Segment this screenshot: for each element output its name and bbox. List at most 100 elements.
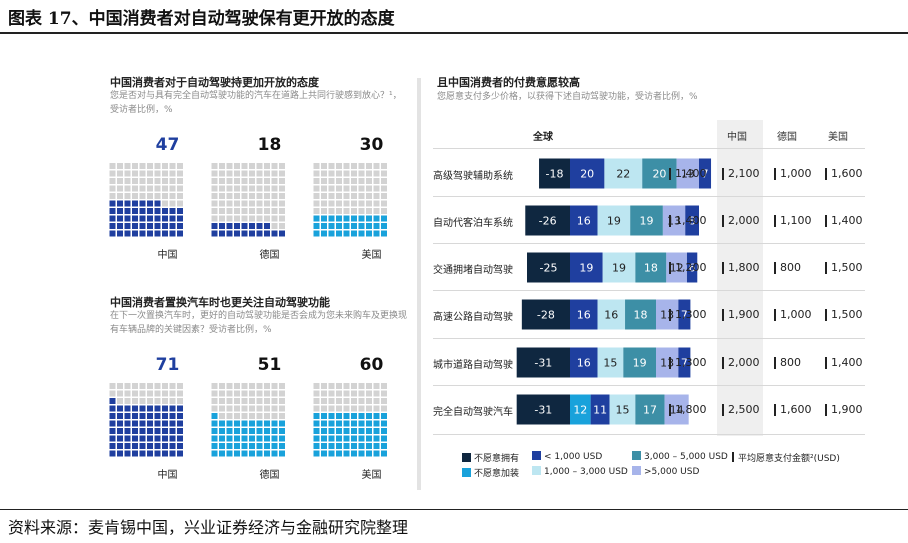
avg-amount-value: 1,400 [825, 356, 863, 369]
waffle-cell [169, 178, 176, 184]
waffle-cell [271, 215, 278, 222]
waffle-cell [343, 185, 350, 192]
waffle-cell [351, 398, 357, 404]
waffle-cell [154, 405, 161, 412]
waffle-cell [109, 200, 116, 207]
waffle-cell [139, 428, 146, 434]
waffle-cell [279, 450, 285, 457]
waffle-cell [351, 435, 357, 442]
waffle-cell [177, 163, 183, 169]
bar-segment [570, 158, 605, 189]
left-bottom-title: 中国消费者置换汽车时也更关注自动驾驶功能 [110, 296, 330, 309]
waffle-cell [328, 383, 335, 389]
waffle-cell [226, 398, 233, 404]
china-column-band [717, 120, 763, 436]
waffle-cell [177, 383, 183, 389]
waffle-cell [132, 178, 138, 184]
waffle-cell [124, 208, 131, 214]
waffle-cell [271, 193, 278, 199]
waffle-cell [343, 420, 350, 427]
waffle-cell [271, 200, 278, 207]
bar-segment [597, 299, 626, 330]
waffle-cell [226, 390, 233, 397]
waffle-cell [139, 170, 146, 177]
waffle-cell [211, 390, 218, 397]
waffle-cell [279, 390, 285, 397]
waffle-cell [351, 383, 357, 389]
waffle-cell [343, 405, 350, 412]
bar-segment [602, 252, 636, 283]
waffle-cell [328, 428, 335, 434]
waffle-cell [226, 223, 233, 229]
right-title: 且中国消费者的付费意愿较高 [437, 76, 580, 89]
waffle-cell [147, 170, 153, 177]
col-head-china: 中国 [727, 132, 747, 143]
waffle-cell [169, 450, 176, 457]
waffle-cell [234, 223, 240, 229]
waffle-cell [162, 185, 168, 192]
waffle-cell [241, 428, 248, 434]
waffle-cell [351, 230, 357, 237]
waffle-cell [343, 390, 350, 397]
waffle-cell [358, 405, 365, 412]
bar-segment [635, 394, 665, 425]
waffle-cell [162, 428, 168, 434]
waffle-cell [147, 398, 153, 404]
bar-segment-label: 18 [644, 262, 658, 275]
row-separator [433, 243, 865, 244]
waffle-cell [169, 435, 176, 442]
waffle-cell [321, 163, 327, 169]
waffle-cell [328, 178, 335, 184]
waffle-cell [264, 398, 270, 404]
waffle-cell [343, 443, 350, 449]
waffle-cell [343, 200, 350, 207]
waffle-cell [117, 390, 123, 397]
waffle-cell [249, 185, 255, 192]
waffle-cell [279, 405, 285, 412]
waffle-cell [373, 200, 380, 207]
waffle-cell [162, 405, 168, 412]
waffle-cell [328, 193, 335, 199]
waffle-cell [373, 420, 380, 427]
avg-amount-value: 1,900 [825, 403, 863, 416]
waffle-cell [321, 435, 327, 442]
waffle-cell [381, 215, 387, 222]
waffle-cell [358, 193, 365, 199]
waffle-cell [381, 443, 387, 449]
waffle-cell [154, 200, 161, 207]
waffle-cell [219, 200, 225, 207]
bar-segment [686, 252, 698, 283]
waffle-cell [271, 383, 278, 389]
waffle-cell [154, 390, 161, 397]
waffle-cell [328, 215, 335, 222]
bar-segment [625, 299, 656, 330]
legend-lt1000: < 1,000 USD [532, 451, 602, 462]
waffle-cell [241, 178, 248, 184]
waffle-cell [321, 223, 327, 229]
waffle-cell [132, 390, 138, 397]
waffle-cell [177, 185, 183, 192]
waffle-cell [271, 435, 278, 442]
waffle-cell [154, 420, 161, 427]
waffle-cell [256, 163, 263, 169]
waffle-cell [219, 405, 225, 412]
waffle-cell [234, 170, 240, 177]
waffle-cell [139, 200, 146, 207]
waffle-cell [271, 420, 278, 427]
waffle-value: 60 [360, 355, 384, 375]
waffle-cell [249, 428, 255, 434]
waffle-cell [351, 163, 357, 169]
waffle-cell [241, 223, 248, 229]
waffle-cell [336, 170, 342, 177]
waffle-cell [169, 223, 176, 229]
waffle-cell [109, 178, 116, 184]
waffle-cell [124, 178, 131, 184]
bar-segment-label: 20 [580, 168, 594, 181]
waffle-cell [358, 390, 365, 397]
waffle-cell [351, 405, 357, 412]
waffle-cell [139, 230, 146, 237]
waffle-cell [109, 230, 116, 237]
waffle-cell [241, 193, 248, 199]
waffle-cell [313, 443, 320, 449]
waffle-cell [264, 443, 270, 449]
